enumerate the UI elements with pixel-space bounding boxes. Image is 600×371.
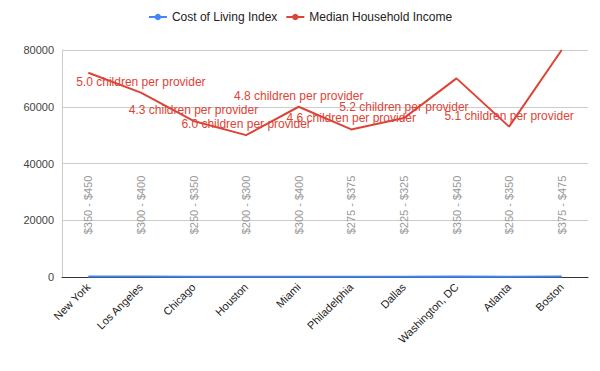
svg-text:$225 - $325: $225 - $325 [398, 176, 410, 235]
svg-text:$300 - $400: $300 - $400 [293, 176, 305, 235]
svg-text:5.2 children per provider: 5.2 children per provider [339, 100, 469, 115]
svg-text:$250 - $350: $250 - $350 [503, 176, 515, 235]
svg-text:$350 - $450: $350 - $450 [82, 176, 94, 235]
svg-text:Median Household Income: Median Household Income [309, 10, 452, 24]
svg-text:5.1 children per provider: 5.1 children per provider [444, 109, 573, 123]
svg-text:Houston: Houston [213, 281, 250, 318]
svg-text:Philadelphia: Philadelphia [305, 280, 356, 331]
svg-text:$275 - $375: $275 - $375 [345, 176, 357, 235]
svg-text:$375 - $475: $375 - $475 [556, 176, 568, 235]
svg-text:$200 - $300: $200 - $300 [240, 176, 252, 235]
svg-text:0: 0 [48, 271, 54, 283]
svg-text:6.0 children per provider: 6.0 children per provider [181, 117, 311, 132]
svg-text:Cost of Living Index: Cost of Living Index [172, 10, 277, 24]
svg-text:4.3 children per provider: 4.3 children per provider [129, 103, 258, 117]
svg-text:Boston: Boston [533, 281, 566, 314]
svg-text:New York: New York [51, 280, 93, 322]
svg-text:4.6 children per provider: 4.6 children per provider [286, 111, 416, 126]
svg-text:Washington, DC: Washington, DC [396, 281, 461, 346]
svg-text:Atlanta: Atlanta [481, 280, 514, 313]
svg-text:$300 - $400: $300 - $400 [135, 176, 147, 235]
svg-text:Chicago: Chicago [161, 281, 198, 318]
svg-text:Los Angeles: Los Angeles [94, 280, 145, 331]
svg-text:Dallas: Dallas [378, 280, 408, 310]
svg-text:40000: 40000 [23, 158, 54, 170]
svg-text:20000: 20000 [23, 214, 54, 226]
svg-text:80000: 80000 [23, 44, 54, 56]
svg-text:$250 - $350: $250 - $350 [188, 176, 200, 235]
svg-text:$350 - $450: $350 - $450 [451, 176, 463, 235]
svg-text:Miami: Miami [274, 281, 303, 310]
svg-text:4.8 children per provider: 4.8 children per provider [234, 88, 364, 103]
svg-text:5.0 children per provider: 5.0 children per provider [76, 75, 205, 89]
svg-text:60000: 60000 [23, 101, 54, 113]
